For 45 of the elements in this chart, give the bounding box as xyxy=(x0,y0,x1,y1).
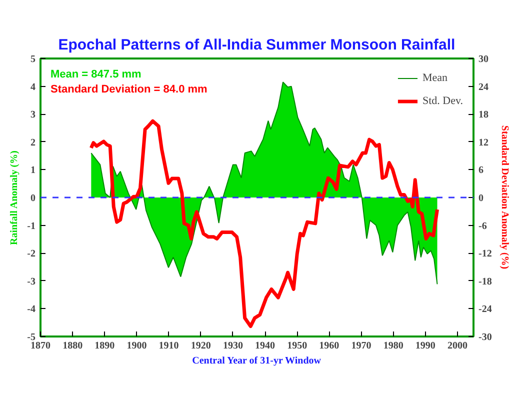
y-tick-label: 4 xyxy=(30,82,36,93)
y2-tick-label: -24 xyxy=(478,304,492,316)
y-tick-label: 1 xyxy=(30,165,36,176)
x-tick-label: 1940 xyxy=(255,340,276,352)
y-tick-label: -4 xyxy=(27,304,36,316)
y2-tick-label: 12 xyxy=(478,137,488,148)
x-tick-label: 1980 xyxy=(383,340,404,352)
y-tick-label: -2 xyxy=(27,248,36,260)
y2-tick-label: -6 xyxy=(478,220,487,232)
x-tick-label: 1990 xyxy=(415,340,436,352)
y-tick-label: -5 xyxy=(27,332,36,343)
y-tick-label: 5 xyxy=(30,54,36,65)
y-tick-label: 3 xyxy=(30,110,36,121)
x-tick-label: 1910 xyxy=(158,340,179,352)
x-tick-label: 1970 xyxy=(351,340,372,352)
x-tick-label: 1960 xyxy=(319,340,340,352)
y2-tick-label: 0 xyxy=(478,193,484,204)
y2-tick-label: -30 xyxy=(478,332,492,343)
y-tick-label: -3 xyxy=(27,276,36,288)
x-tick-label: 1930 xyxy=(222,340,243,352)
x-tick-label: 1880 xyxy=(62,340,83,352)
y2-tick-label: 24 xyxy=(478,82,488,93)
y2-tick-label: 6 xyxy=(478,165,484,176)
y2-tick-label: -12 xyxy=(478,248,492,260)
x-axis-title: Central Year of 31-yr Window xyxy=(192,356,322,366)
y-axis-title: Rainfall Anomaly (%) xyxy=(9,150,20,245)
x-tick-label: 1920 xyxy=(190,340,211,352)
y-tick-label: 0 xyxy=(30,193,36,204)
x-tick-label: 1870 xyxy=(30,340,50,352)
legend-label: Mean xyxy=(422,72,448,84)
y2-tick-label: 18 xyxy=(478,110,488,121)
y-tick-label: 2 xyxy=(30,137,36,148)
legend-label: Std. Dev. xyxy=(422,95,463,107)
y-tick-label: -1 xyxy=(27,220,36,232)
y2-tick-label: 30 xyxy=(478,54,488,65)
annotation: Standard Deviation = 84.0 mm xyxy=(50,84,208,96)
x-tick-label: 1900 xyxy=(126,340,147,352)
chart-title: Epochal Patterns of All-India Summer Monsoon Rainfall xyxy=(58,36,456,54)
y2-axis-title: Standard Deviation Anomaly (%) xyxy=(498,125,510,270)
x-tick-label: 1890 xyxy=(94,340,115,352)
line-series xyxy=(89,119,440,328)
x-tick-label: 2000 xyxy=(447,340,468,352)
x-tick-label: 1950 xyxy=(287,340,308,352)
y2-tick-label: -18 xyxy=(478,276,492,288)
annotation: Mean = 847.5 mm xyxy=(50,68,142,80)
